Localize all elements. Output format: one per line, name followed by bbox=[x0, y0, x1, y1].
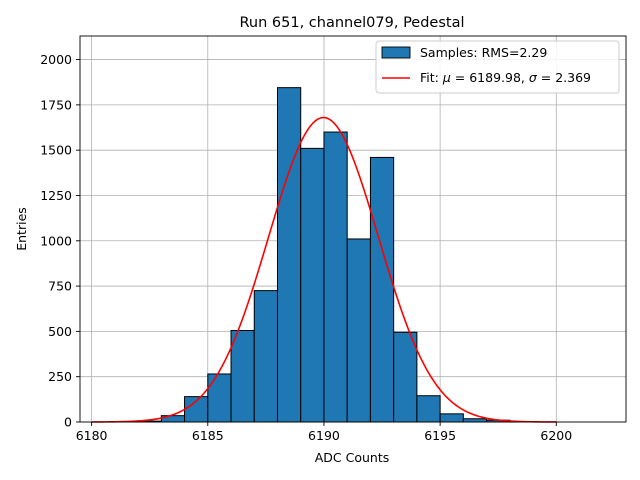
legend-fit-label: Fit: μ = 6189.98, σ = 2.369 bbox=[420, 70, 591, 85]
histogram-bar bbox=[416, 395, 441, 423]
x-tick-label: 6190 bbox=[308, 428, 340, 443]
histogram-bar bbox=[462, 418, 488, 423]
histogram-bar bbox=[393, 331, 418, 423]
histogram-bar bbox=[323, 131, 348, 423]
y-tick-label: 500 bbox=[48, 324, 72, 339]
histogram-bar bbox=[207, 373, 232, 423]
histogram-bar bbox=[439, 413, 464, 423]
y-tick-label: 1750 bbox=[40, 97, 72, 112]
x-tick-label: 6185 bbox=[192, 428, 224, 443]
fit-curve bbox=[91, 116, 557, 423]
y-tick-label: 1500 bbox=[40, 143, 72, 158]
x-axis-label: ADC Counts bbox=[315, 450, 390, 465]
y-tick-label: 0 bbox=[64, 415, 72, 430]
y-tick-label: 2000 bbox=[40, 52, 72, 67]
x-tick-label: 6200 bbox=[540, 428, 572, 443]
y-tick-label: 1000 bbox=[40, 233, 72, 248]
y-tick-label: 1250 bbox=[40, 188, 72, 203]
y-axis-label: Entries bbox=[14, 207, 29, 251]
legend-samples-swatch bbox=[381, 46, 411, 59]
legend: Samples: RMS=2.29 Fit: μ = 6189.98, σ = … bbox=[375, 40, 620, 94]
histogram-bar bbox=[253, 290, 278, 423]
plot-frame bbox=[79, 35, 627, 423]
y-axis-ticks: 0 250 500 750 1000 1250 1500 1750 2000 bbox=[40, 52, 80, 430]
x-axis-ticks: 6180 6185 6190 6195 6200 bbox=[76, 422, 572, 443]
histogram-bar bbox=[300, 147, 325, 423]
histogram-bars bbox=[114, 87, 534, 423]
y-tick-label: 750 bbox=[48, 279, 72, 294]
histogram-bar bbox=[369, 156, 395, 423]
y-tick-label: 250 bbox=[48, 369, 72, 384]
x-tick-label: 6180 bbox=[76, 428, 108, 443]
x-tick-label: 6195 bbox=[424, 428, 456, 443]
legend-samples-label: Samples: RMS=2.29 bbox=[420, 45, 547, 60]
histogram-bar bbox=[346, 238, 371, 423]
legend-box bbox=[375, 40, 620, 94]
histogram-bar bbox=[276, 87, 302, 423]
chart-title: Run 651, channel079, Pedestal bbox=[239, 15, 464, 31]
histogram-bar bbox=[230, 329, 255, 423]
